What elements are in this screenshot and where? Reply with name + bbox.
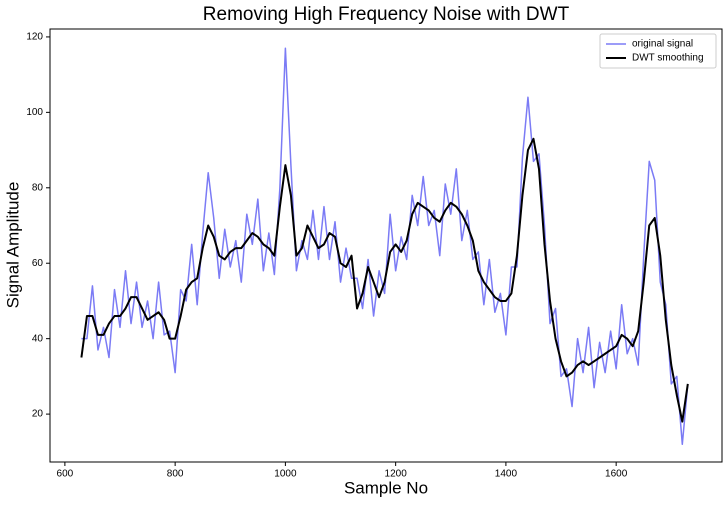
legend-box xyxy=(599,33,717,69)
x-tick-label: 600 xyxy=(57,469,74,480)
x-tick-label: 1600 xyxy=(605,469,628,480)
y-tick-label: 120 xyxy=(26,32,43,43)
series-line xyxy=(81,47,689,446)
y-tick-label: 40 xyxy=(32,333,44,344)
x-tick-label: 1400 xyxy=(495,469,518,480)
chart-title: Removing High Frequency Noise with DWT xyxy=(203,4,570,25)
x-tick-label: 800 xyxy=(167,469,184,480)
x-tick-label: 1000 xyxy=(274,469,297,480)
legend-label: original signal xyxy=(632,39,693,50)
y-axis-label: Signal Amplitude xyxy=(3,182,22,309)
legend-label: DWT smoothing xyxy=(632,53,704,64)
x-axis-label: Sample No xyxy=(344,478,428,497)
x-tick-label: 1200 xyxy=(385,469,408,480)
y-tick-label: 20 xyxy=(32,409,44,420)
series-line xyxy=(80,137,689,423)
y-tick-label: 100 xyxy=(26,107,43,118)
plot-frame xyxy=(49,28,723,463)
y-tick-label: 80 xyxy=(32,182,44,193)
y-tick-label: 60 xyxy=(32,258,44,269)
